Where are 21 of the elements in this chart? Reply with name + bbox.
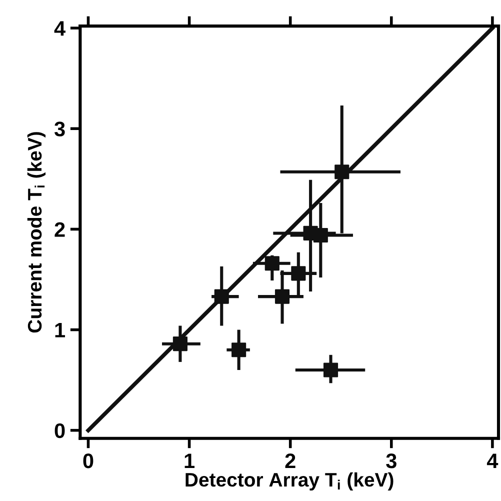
point <box>291 266 306 281</box>
y-axis-title: Current mode T$_{i}$ (keV) <box>27 132 46 333</box>
y-tick-label: 2 <box>54 222 65 237</box>
point <box>274 289 290 304</box>
y-tick-label: 0 <box>54 423 65 438</box>
point <box>214 289 229 304</box>
x-tick-label: 2 <box>285 454 296 468</box>
x-tick-label: 0 <box>83 454 94 468</box>
x-tick-label: 3 <box>386 454 396 468</box>
x-axis-title: Detector Array T$_{i}$ (keV) <box>186 472 394 491</box>
point <box>172 336 188 352</box>
point <box>334 164 350 180</box>
y-tick-label: 1 <box>55 322 65 338</box>
point <box>232 342 246 358</box>
x-tick-label: 4 <box>486 454 498 468</box>
x-tick-label: 1 <box>184 454 195 468</box>
point <box>264 256 280 271</box>
point <box>323 362 338 378</box>
y-tick-label: 4 <box>54 21 66 36</box>
point <box>313 228 328 243</box>
y-tick-label: 3 <box>54 122 65 136</box>
